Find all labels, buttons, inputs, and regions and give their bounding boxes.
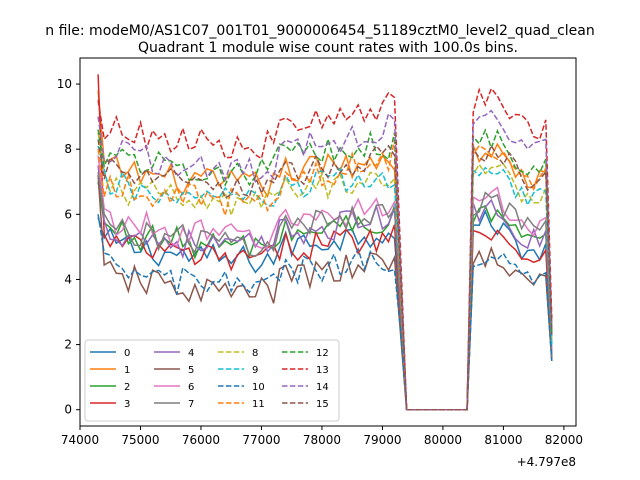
series-line-7 [97,171,553,411]
x-tick-label-3: 77000 [242,433,280,447]
y-tick-label-2: 4 [64,272,72,286]
x-tick-label-8: 82000 [545,433,583,447]
x-tick-label-6: 80000 [424,433,462,447]
legend-label-10: 10 [252,382,265,393]
x-tick-label-5: 79000 [363,433,401,447]
y-tick-label-0: 0 [64,403,72,417]
legend-label-15: 15 [316,399,329,410]
series-line-9 [97,145,553,411]
legend-label-2: 2 [124,382,130,393]
legend-label-12: 12 [316,348,329,359]
legend-label-14: 14 [316,382,329,393]
series-line-0 [97,209,553,411]
y-tick-label-3: 6 [64,207,72,221]
legend-label-8: 8 [252,348,258,359]
x-tick-label-7: 81000 [484,433,522,447]
x-tick-label-0: 74000 [61,433,99,447]
legend-label-4: 4 [188,348,194,359]
chart-title: Quadrant 1 module wise count rates with … [138,40,518,56]
x-tick-label-2: 76000 [182,433,220,447]
legend-label-1: 1 [124,365,130,376]
y-tick-label-1: 2 [64,338,72,352]
x-tick-label-1: 75000 [121,433,159,447]
x-axis: 74000 75000 76000 77000 78000 79000 80000 81000… [61,426,583,447]
series-line-11 [97,140,553,411]
series-line-12 [97,128,553,411]
series-line-15 [97,139,553,411]
y-tick-label-5: 10 [57,77,72,91]
legend-label-9: 9 [252,365,258,376]
legend-label-11: 11 [252,399,265,410]
legend-label-5: 5 [188,365,194,376]
legend-label-3: 3 [124,399,130,410]
series-line-13 [97,87,553,411]
legend-label-0: 0 [124,348,130,359]
legend-label-6: 6 [188,382,194,393]
suptitle: n file: modeM0/AS1C07_001T01_9000006454_… [45,23,594,39]
legend-box [84,339,340,422]
legend-label-13: 13 [316,365,329,376]
y-axis: 0 2 4 6 8 10 [57,77,80,417]
plot-border [79,57,577,427]
series-layer [97,74,553,411]
legend-label-7: 7 [188,399,194,410]
x-offset-text: +4.797e8 [517,455,576,469]
series-line-6 [97,155,553,411]
series-line-8 [97,132,553,411]
y-tick-label-4: 8 [64,142,72,156]
x-tick-label-4: 78000 [303,433,341,447]
series-line-5 [97,175,553,411]
series-line-2 [97,181,553,411]
